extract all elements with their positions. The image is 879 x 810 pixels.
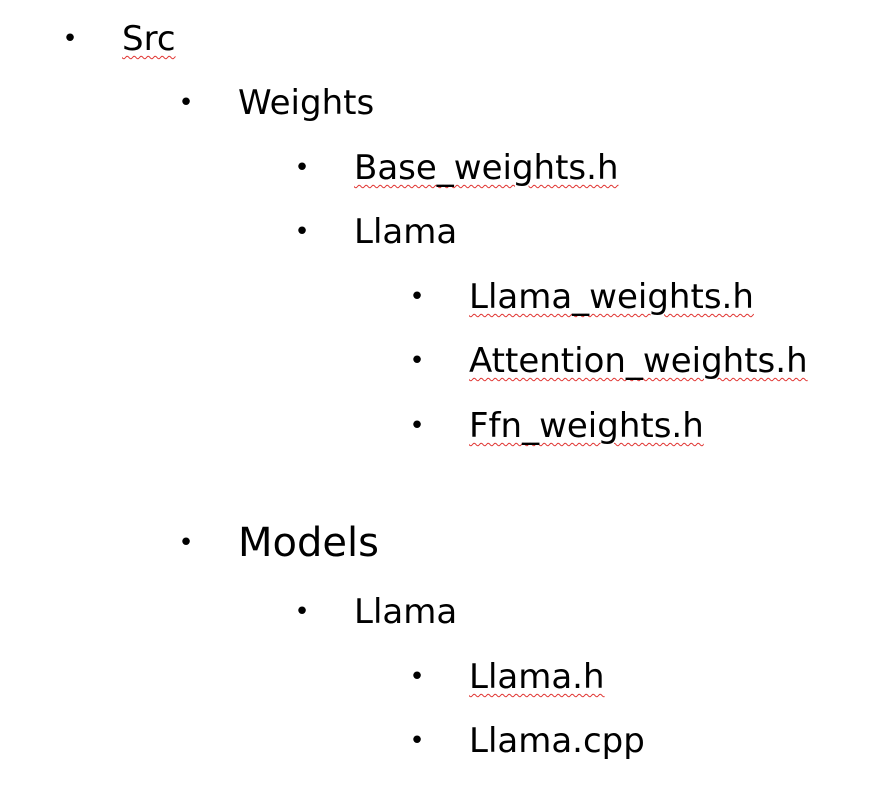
list-item-label: Llama_weights.h <box>469 277 754 317</box>
bullet-icon: • <box>178 88 194 118</box>
list-item-label: Llama <box>354 212 458 252</box>
list-item-label: Src <box>122 19 176 59</box>
bullet-icon: • <box>294 153 310 183</box>
list-item-label: Llama.cpp <box>469 721 645 761</box>
list-item-label: Weights <box>238 83 375 123</box>
bullet-icon: • <box>409 726 425 756</box>
list-item-label: Base_weights.h <box>354 148 619 188</box>
bullet-icon: • <box>409 662 425 692</box>
list-item-label: Attention_weights.h <box>469 341 808 381</box>
list-item-label: Llama.h <box>469 657 605 697</box>
bullet-icon: • <box>409 282 425 312</box>
list-item-label: Llama <box>354 592 458 632</box>
bullet-icon: • <box>409 346 425 376</box>
bullet-icon: • <box>178 528 194 558</box>
bullet-icon: • <box>409 411 425 441</box>
bullet-icon: • <box>294 217 310 247</box>
bullet-icon: • <box>62 24 78 54</box>
list-item-label: Models <box>238 520 379 566</box>
bullet-icon: • <box>294 597 310 627</box>
list-item-label: Ffn_weights.h <box>469 406 704 446</box>
